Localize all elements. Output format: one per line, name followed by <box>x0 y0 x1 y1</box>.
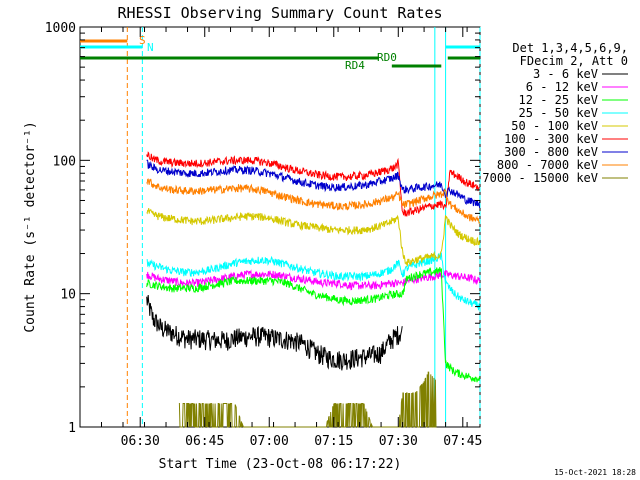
series-7 <box>146 178 481 224</box>
plot-area-frame <box>79 26 481 428</box>
status-bars <box>80 39 480 68</box>
series-8 <box>178 371 437 428</box>
chart-title: RHESSI Observing Summary Count Rates <box>117 4 442 22</box>
series-2 <box>146 266 481 383</box>
x-tick-label: 07:15 <box>314 434 353 449</box>
series-line <box>178 371 437 428</box>
series-1 <box>146 269 481 291</box>
y-tick-label: 100 <box>53 154 76 169</box>
annotation-n-label: N <box>147 41 154 54</box>
x-tick-label: 07:00 <box>250 434 289 449</box>
legend-entry-label: 300 - 800 keV <box>504 145 598 159</box>
legend-entry-label: 800 - 7000 keV <box>497 158 598 172</box>
data-series <box>146 151 481 428</box>
series-4 <box>146 208 481 267</box>
vertical-markers <box>126 27 481 427</box>
series-line <box>146 208 481 267</box>
series-line <box>146 159 481 209</box>
annotation-rd4-label: RD4 <box>345 59 365 72</box>
y-axis-label: Count Rate (s⁻¹ detector⁻¹) <box>23 121 38 332</box>
legend-entry-label: 7000 - 15000 keV <box>482 171 598 185</box>
y-tick-label: 1000 <box>45 21 76 36</box>
legend-entry-label: 6 - 12 keV <box>526 80 598 94</box>
footer-timestamp: 15-Oct-2021 18:28 <box>554 468 636 477</box>
series-line <box>146 269 481 291</box>
legend-entry-label: 25 - 50 keV <box>519 106 598 120</box>
x-axis: 06:30 06:45 07:00 07:15 07:30 07:45 <box>79 27 482 449</box>
x-tick-label: 07:45 <box>443 434 482 449</box>
annotation-rd0-label: RD0 <box>377 51 397 64</box>
x-axis-label: Start Time (23-Oct-08 06:17:22) <box>159 457 402 472</box>
x-tick-label: 07:30 <box>379 434 418 449</box>
x-tick-label: 06:30 <box>121 434 160 449</box>
series-line <box>146 151 481 217</box>
legend-header: Det 1,3,4,5,6,9, <box>512 41 628 55</box>
series-line <box>146 266 481 383</box>
legend-entry-label: 3 - 6 keV <box>533 67 598 81</box>
legend: Det 1,3,4,5,6,9,FDecim 2, Att 03 - 6 keV… <box>482 41 628 185</box>
series-5 <box>146 151 481 217</box>
y-axis: 1 10 100 1000 <box>45 21 480 436</box>
legend-entry-label: 12 - 25 keV <box>519 93 598 107</box>
legend-entry-label: 50 - 100 keV <box>511 119 598 133</box>
x-tick-label: 06:45 <box>185 434 224 449</box>
series-line <box>146 294 403 371</box>
series-6 <box>146 159 481 209</box>
y-tick-label: 10 <box>60 288 76 303</box>
legend-header: FDecim 2, Att 0 <box>520 54 628 68</box>
annotation-s-label: S <box>139 34 146 47</box>
series-0 <box>146 294 403 371</box>
y-tick-label: 1 <box>68 421 76 436</box>
legend-entry-label: 100 - 300 keV <box>504 132 598 146</box>
series-line <box>146 178 481 224</box>
